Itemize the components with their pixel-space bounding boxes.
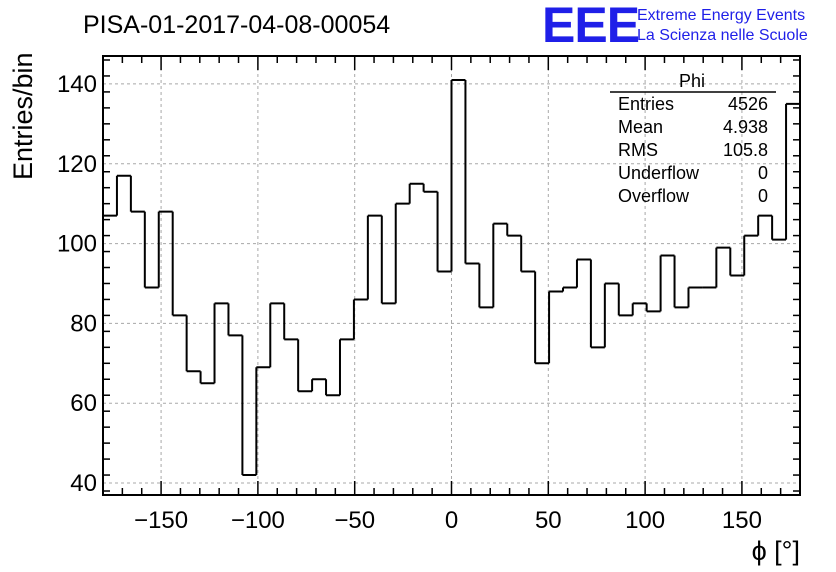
stats-label-entries: Entries [618, 94, 674, 114]
histogram-bin [603, 282, 619, 348]
stats-label-rms: RMS [618, 140, 658, 160]
y-tick-label: 120 [57, 151, 97, 178]
histogram-bin [157, 210, 173, 288]
histogram-bin [589, 259, 605, 349]
histogram-bin [464, 79, 480, 265]
x-tick-label: 150 [722, 507, 762, 534]
stats-value-entries: 4526 [728, 94, 768, 114]
x-tick-label: −50 [334, 507, 375, 534]
histogram-bin [255, 366, 271, 476]
x-tick-label: −100 [231, 507, 285, 534]
histogram-bars [103, 78, 800, 477]
logo-mark: EEE [542, 0, 639, 53]
tick-labels: −150 −100 −50 0 50 100 150 40 60 80 100 120 140 [57, 71, 762, 534]
histogram-bin [311, 378, 327, 392]
histogram-bin [297, 339, 313, 393]
histogram-bin [771, 215, 787, 241]
histogram-bin [394, 202, 410, 304]
histogram-bin [269, 302, 285, 368]
histogram-bin [631, 302, 647, 316]
x-tick-label: 100 [625, 507, 665, 534]
histogram-bin [408, 182, 424, 204]
histogram-bin [227, 303, 243, 337]
histogram-bin [143, 211, 159, 289]
histogram-bin [478, 263, 494, 309]
stats-title: Phi [679, 71, 705, 91]
stats-value-underflow: 0 [758, 163, 768, 183]
histogram-bin [450, 78, 466, 272]
histogram-bin [715, 246, 731, 288]
histogram-bin [575, 258, 591, 288]
histogram-bin [213, 302, 229, 384]
histogram-bin [659, 254, 675, 312]
y-tick-label: 80 [70, 310, 97, 337]
stats-value-rms: 105.8 [723, 140, 768, 160]
plot-frame [102, 55, 801, 496]
histogram-bin [562, 286, 577, 292]
histogram-bin [241, 335, 257, 477]
histogram-bin [743, 234, 759, 276]
histogram-bin [687, 286, 703, 308]
histogram-bin [506, 223, 522, 237]
stats-label-overflow: Overflow [618, 186, 690, 206]
y-tick-label: 140 [57, 71, 97, 98]
histogram-bin [338, 338, 354, 396]
axis-ticks [102, 56, 801, 495]
y-tick-label: 100 [57, 231, 97, 258]
x-axis-label: ϕ [°] [752, 536, 800, 566]
histogram-bin [283, 303, 299, 341]
histogram-bin [325, 379, 340, 397]
histogram-bin [757, 214, 773, 236]
histogram-bin [199, 371, 215, 385]
histogram-bin [185, 315, 201, 373]
histogram-bin [115, 174, 131, 216]
histogram-bin [617, 283, 633, 317]
histogram-bin [352, 298, 368, 340]
stats-label-mean: Mean [618, 117, 663, 137]
histogram-bin [492, 222, 508, 308]
eee-logo: EEE Extreme Energy Events La Scienza nel… [542, 0, 808, 53]
histogram-bin [380, 215, 396, 305]
histogram-bin [729, 247, 745, 277]
histogram-bin [548, 290, 564, 364]
histogram-bin [129, 175, 145, 213]
histogram-bin [422, 183, 438, 193]
histogram-bin [645, 303, 661, 313]
logo-line-1: Extreme Energy Events [637, 7, 805, 24]
stats-value-mean: 4.938 [723, 117, 768, 137]
x-tick-label: 0 [445, 507, 458, 534]
histogram-bin [436, 191, 452, 273]
histogram-bin [534, 271, 550, 365]
chart-title: PISA-01-2017-04-08-00054 [83, 11, 390, 39]
stats-box: Phi Entries 4526 Mean 4.938 RMS 105.8 Un… [610, 71, 776, 206]
x-tick-label: 50 [535, 507, 562, 534]
histogram-bin [520, 235, 536, 273]
x-tick-label: −150 [134, 507, 188, 534]
histogram-bin [171, 211, 187, 317]
stats-value-overflow: 0 [758, 186, 768, 206]
stats-label-underflow: Underflow [618, 163, 700, 183]
histogram-bin [673, 255, 689, 309]
y-axis-label: Entries/bin [8, 52, 38, 180]
y-tick-label: 60 [70, 390, 97, 417]
histogram-bin [785, 102, 800, 240]
logo-line-2: La Scienza nelle Scuole [637, 27, 808, 44]
y-tick-label: 40 [70, 470, 97, 497]
histogram-bin [366, 214, 382, 300]
